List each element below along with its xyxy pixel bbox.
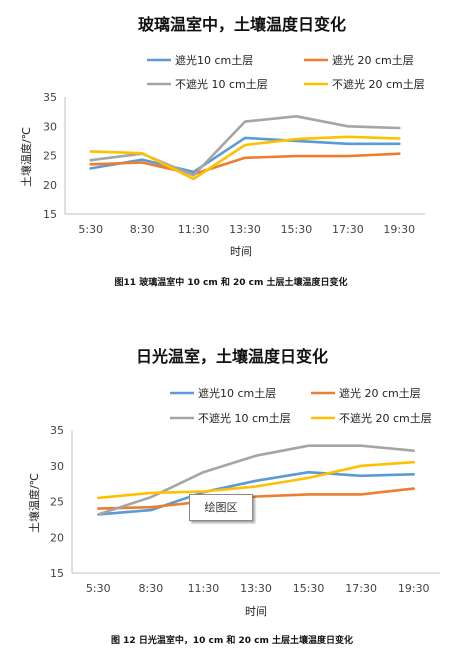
chart1-series-line-1 bbox=[89, 136, 401, 174]
chart1-x-tick-label: 15:30 bbox=[281, 223, 313, 236]
chart1-x-tick-label: 13:30 bbox=[229, 223, 261, 236]
chart1-series-line-2 bbox=[89, 152, 401, 176]
chart2-legend-label-3: 不遮光 10 cm土层 bbox=[198, 411, 291, 425]
chart1-y-tick-label: 35 bbox=[43, 91, 57, 104]
chart2-y-tick-label: 30 bbox=[50, 460, 64, 473]
chart1-x-tick-label: 11:30 bbox=[178, 223, 210, 236]
plot-area-tooltip: 绘图区 bbox=[189, 494, 253, 521]
chart2-x-tick-label: 17:30 bbox=[345, 582, 377, 595]
chart1-legend-label-1: 遮光10 cm土层 bbox=[175, 53, 253, 67]
chart1-x-tick-label: 8:30 bbox=[130, 223, 155, 236]
chart1-y-tick-label: 30 bbox=[43, 120, 57, 133]
chart1-series-line-4 bbox=[89, 135, 401, 181]
chart2-series-line-3 bbox=[97, 444, 416, 516]
chart2-x-tick-label: 8:30 bbox=[139, 582, 164, 595]
chart1-legend-label-2: 遮光 20 cm土层 bbox=[332, 53, 414, 67]
chart2-caption: 图 12 日光温室中，10 cm 和 20 cm 土层土壤温度日变化 bbox=[111, 634, 353, 646]
chart1-caption: 图11 玻璃温室中 10 cm 和 20 cm 土层土壤温度日变化 bbox=[115, 276, 348, 288]
chart1-legend-label-4: 不遮光 20 cm土层 bbox=[332, 77, 425, 91]
chart2-legend-label-2: 遮光 20 cm土层 bbox=[339, 386, 421, 400]
chart2-title: 日光温室，土壤温度日变化 bbox=[136, 347, 328, 366]
chart1-x-tick-label: 5:30 bbox=[78, 223, 103, 236]
chart2-plot: 15 20 25 30 35 5:30 8:30 11:30 13:30 15:30 17:30 19… bbox=[50, 386, 440, 595]
chart2-xlabel: 时间 bbox=[245, 605, 267, 618]
chart2-y-tick-label: 25 bbox=[50, 496, 64, 509]
chart1-legend-label-3: 不遮光 10 cm土层 bbox=[175, 77, 268, 91]
chart2-y-tick-label: 20 bbox=[50, 531, 64, 544]
chart1-x-tick-label: 17:30 bbox=[332, 223, 364, 236]
chart1-plot: 15 20 25 30 35 5:30 8:30 11:30 13:30 15:30 17:30 19… bbox=[43, 53, 425, 236]
chart2-series-line-1 bbox=[97, 470, 416, 516]
chart2-series-line-4 bbox=[97, 460, 416, 500]
chart2-x-tick-label: 5:30 bbox=[86, 582, 111, 595]
chart2-x-tick-label: 11:30 bbox=[188, 582, 220, 595]
chart1-y-tick-label: 25 bbox=[43, 150, 57, 163]
chart2-legend-label-1: 遮光10 cm土层 bbox=[198, 386, 276, 400]
chart1-xlabel: 时间 bbox=[230, 245, 252, 258]
chart2-legend-label-4: 不遮光 20 cm土层 bbox=[339, 411, 432, 425]
chart1-y-tick-label: 15 bbox=[43, 208, 57, 221]
chart2-x-tick-label: 19:30 bbox=[398, 582, 430, 595]
chart2-y-tick-label: 15 bbox=[50, 567, 64, 580]
chart2-series-line-2 bbox=[97, 487, 416, 510]
chart2-y-tick-label: 35 bbox=[50, 424, 64, 437]
chart1-ylabel: 土壤温度/℃ bbox=[19, 127, 33, 187]
chart1-y-tick-label: 20 bbox=[43, 179, 57, 192]
chart2-ylabel: 土壤温度/℃ bbox=[27, 473, 41, 533]
chart2-x-tick-label: 15:30 bbox=[293, 582, 325, 595]
chart1-x-tick-label: 19:30 bbox=[383, 223, 415, 236]
chart1-title: 玻璃温室中，土壤温度日变化 bbox=[138, 15, 346, 34]
chart2-x-tick-label: 13:30 bbox=[240, 582, 272, 595]
